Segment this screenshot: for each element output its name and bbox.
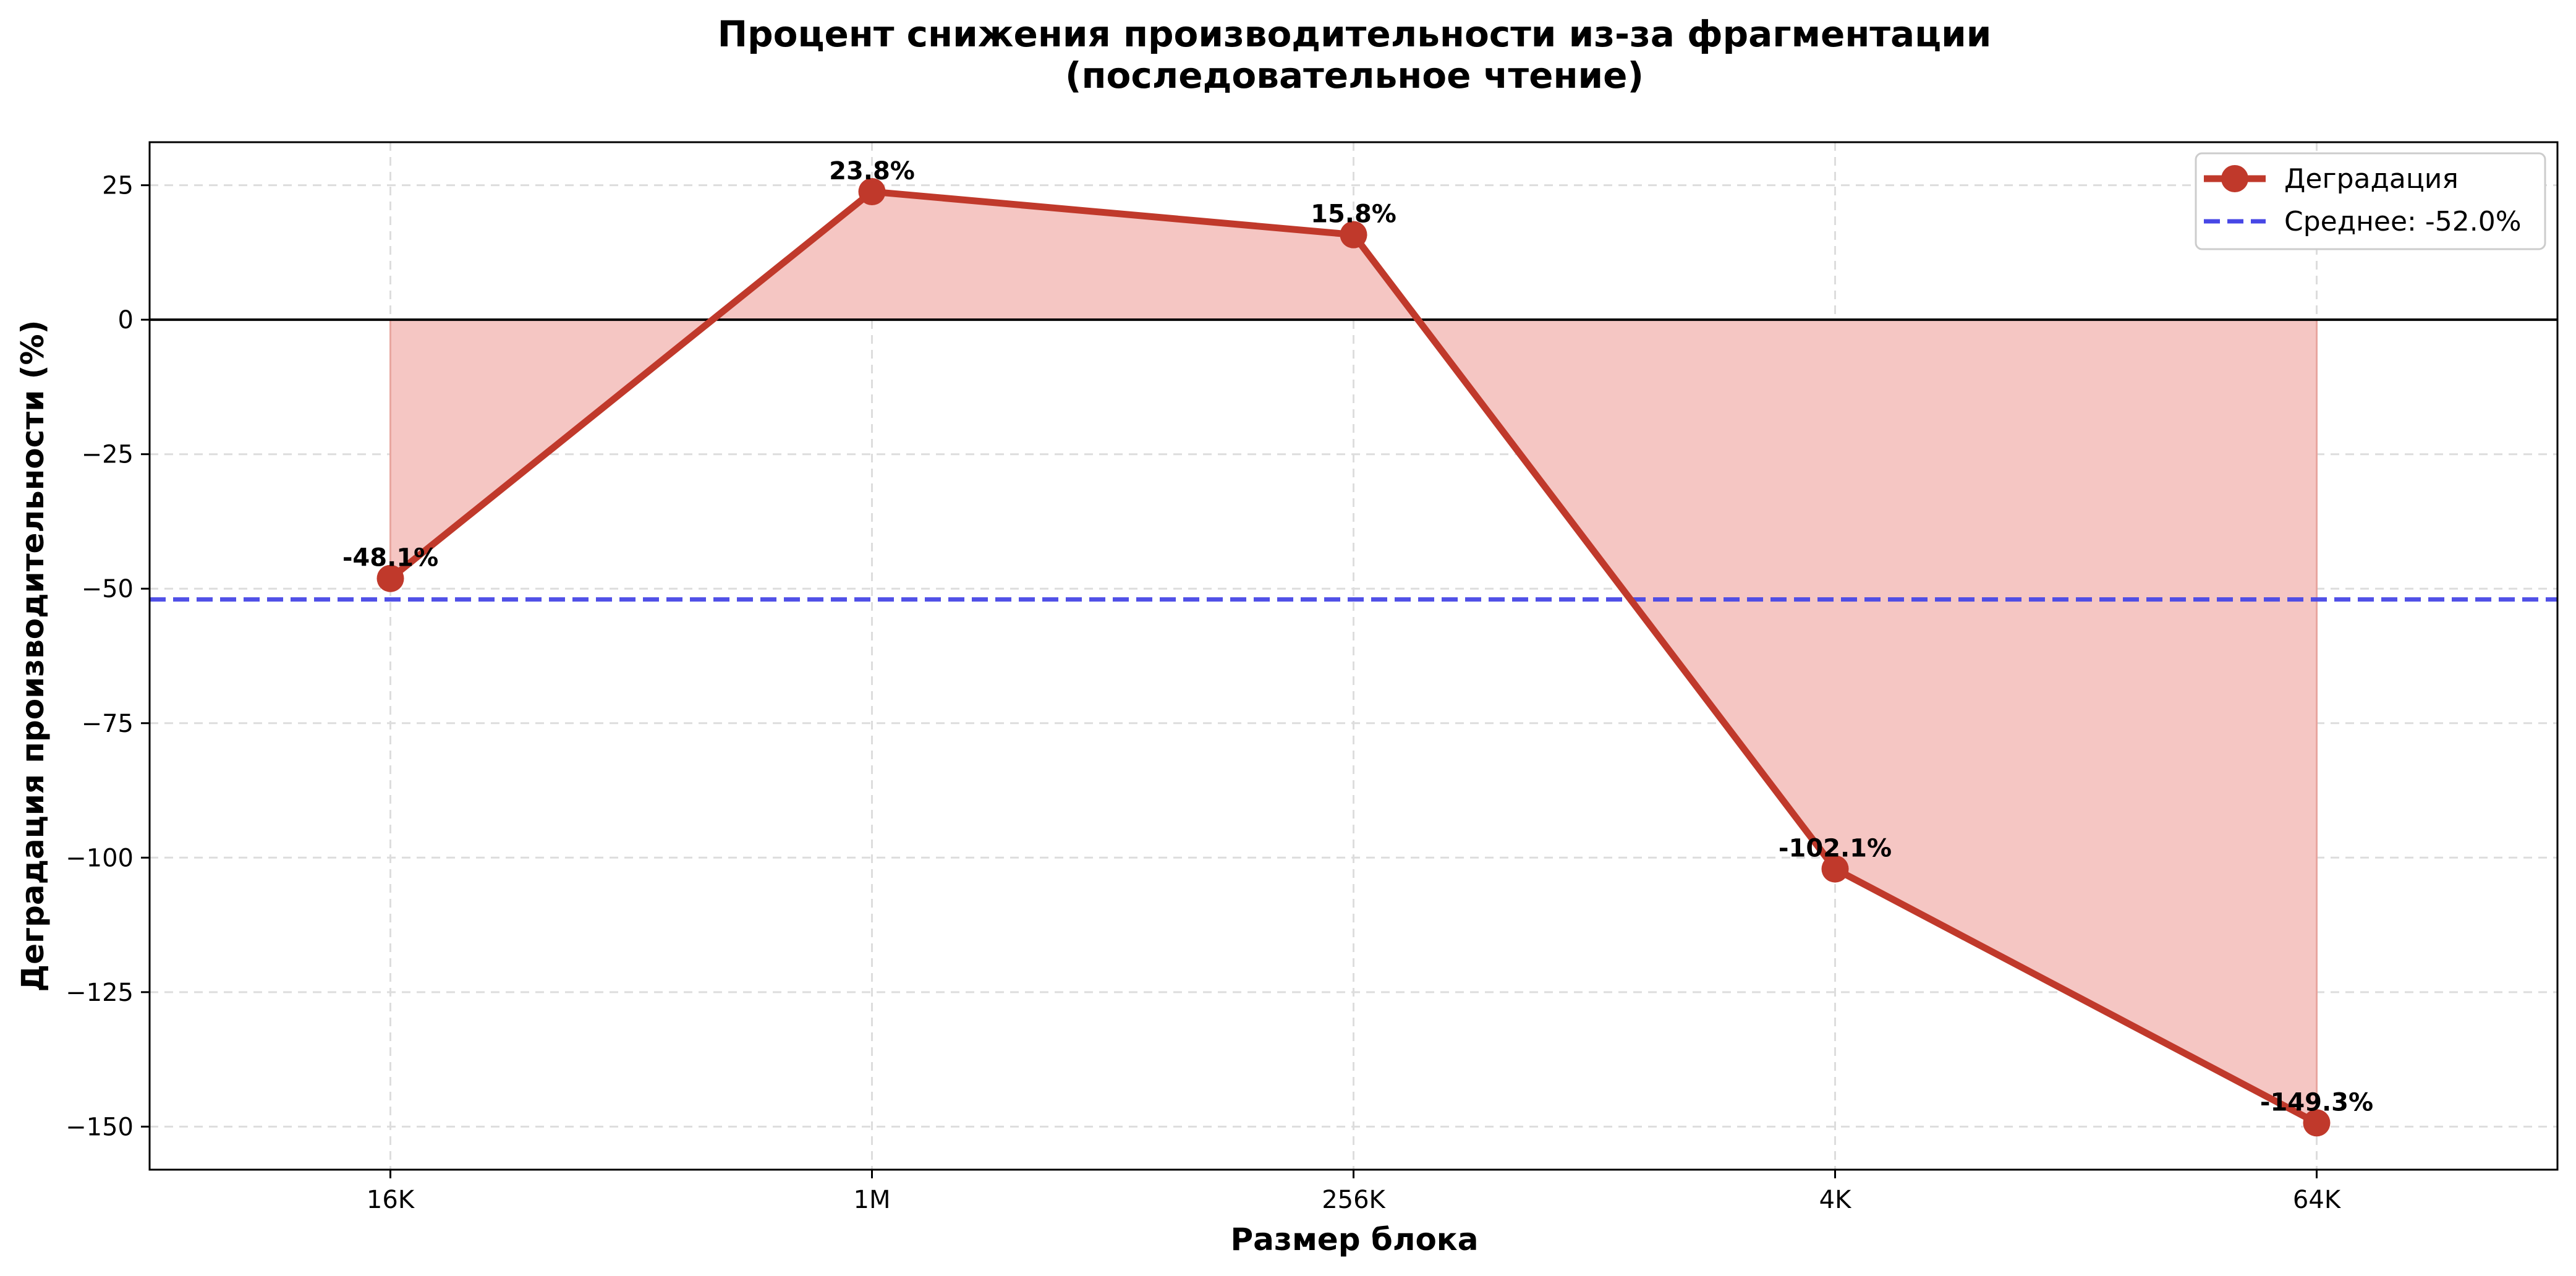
y-axis-ticks: 25 0 −25 −50 −75 −100 −125 −150: [66, 172, 150, 1141]
x-tick-label: 256K: [1322, 1186, 1386, 1214]
data-point-256K: [1340, 221, 1367, 249]
data-label-16K: -48.1%: [342, 544, 438, 572]
y-tick-label: 0: [118, 306, 134, 334]
y-tick-label: 25: [102, 172, 134, 200]
data-labels: -48.1% 23.8% 15.8% -102.1% -149.3%: [342, 157, 2373, 1116]
y-tick-label: −25: [82, 441, 134, 469]
data-point-4K: [1821, 855, 1849, 883]
area-fill-path: [390, 192, 2317, 1123]
data-label-256K: 15.8%: [1311, 200, 1396, 229]
x-axis-label: Размер блока: [1231, 1222, 1479, 1257]
data-label-4K: -102.1%: [1779, 835, 1892, 863]
x-axis-ticks: 16K 1M 256K 4K 64K: [367, 1170, 2342, 1214]
data-label-1M: 23.8%: [829, 157, 915, 185]
chart-title-line-1: Процент снижения производительности из-з…: [718, 13, 1992, 55]
y-tick-label: −50: [82, 575, 134, 603]
legend-mean-label: Среднее: -52.0%: [2284, 206, 2522, 237]
legend: Деградация Среднее: -52.0%: [2195, 152, 2546, 250]
data-label-64K: -149.3%: [2260, 1088, 2373, 1116]
x-tick-label: 1M: [854, 1186, 891, 1214]
y-axis-label: Деградация производительности (%): [15, 320, 51, 992]
data-point-1M: [858, 178, 886, 206]
x-tick-label: 16K: [367, 1186, 415, 1214]
data-markers: [376, 178, 2331, 1137]
chart-title-line-2: (последовательное чтение): [1065, 54, 1644, 96]
x-tick-label: 64K: [2293, 1186, 2342, 1214]
y-tick-label: −150: [66, 1113, 134, 1141]
legend-series-label: Деградация: [2284, 163, 2459, 195]
data-point-64K: [2303, 1109, 2331, 1137]
legend-box: [2195, 152, 2546, 250]
x-tick-label: 4K: [1819, 1186, 1852, 1214]
y-tick-label: −100: [66, 844, 134, 872]
area-fill: [389, 192, 2318, 1123]
data-point-16K: [376, 564, 404, 592]
y-tick-label: −75: [82, 710, 134, 738]
y-tick-label: −125: [66, 979, 134, 1007]
legend-series-marker: [2221, 165, 2248, 192]
